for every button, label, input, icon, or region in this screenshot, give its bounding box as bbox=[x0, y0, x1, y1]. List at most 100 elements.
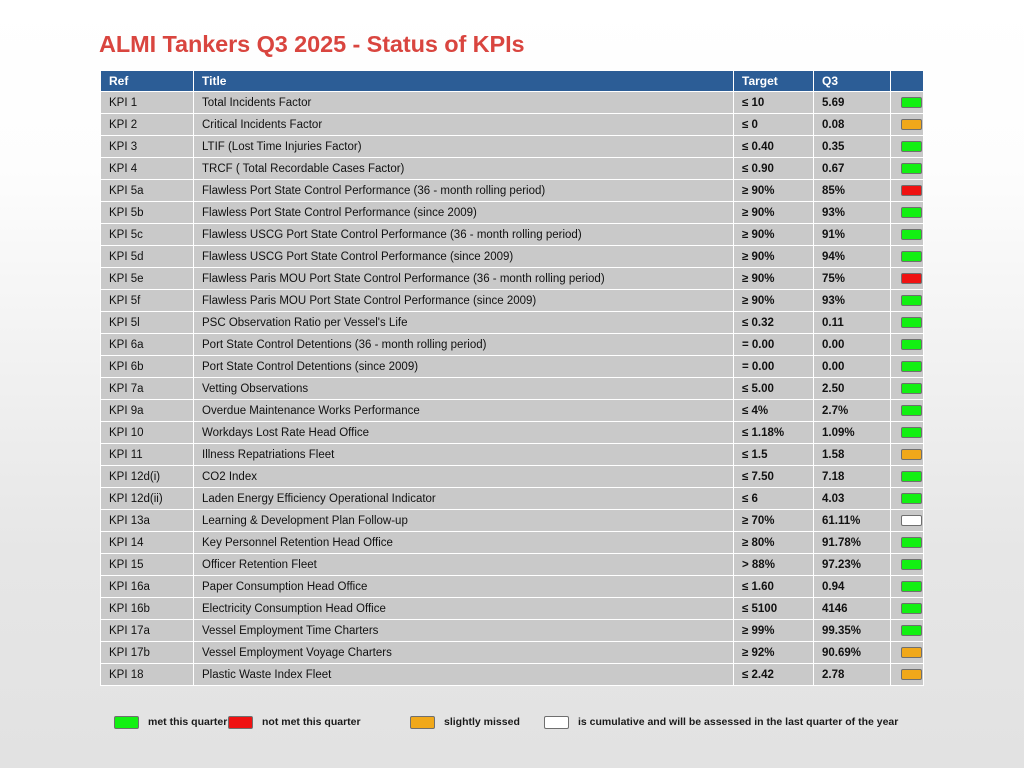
table-row[interactable]: KPI 5e Flawless Paris MOU Port State Cont… bbox=[101, 268, 923, 289]
cell-title: CO2 Index bbox=[194, 466, 733, 487]
table-row[interactable]: KPI 5d Flawless USCG Port State Control P… bbox=[101, 246, 923, 267]
table-row[interactable]: KPI 15 Officer Retention Fleet > 88% 97.23% bbox=[101, 554, 923, 575]
cell-ref: KPI 5b bbox=[101, 202, 193, 223]
cell-ref: KPI 16a bbox=[101, 576, 193, 597]
status-badge-green bbox=[900, 382, 922, 394]
cell-title: Electricity Consumption Head Office bbox=[194, 598, 733, 619]
cell-title: PSC Observation Ratio per Vessel's Life bbox=[194, 312, 733, 333]
legend-swatch-green bbox=[114, 715, 139, 729]
cell-ref: KPI 6a bbox=[101, 334, 193, 355]
page-title: ALMI Tankers Q3 2025 - Status of KPIs bbox=[99, 31, 525, 57]
table-row[interactable]: KPI 16a Paper Consumption Head Office ≤ 1.… bbox=[101, 576, 923, 597]
cell-title: Total Incidents Factor bbox=[194, 92, 733, 113]
legend: met this quarter not met this quarter slig… bbox=[100, 712, 930, 734]
status-badge-red bbox=[900, 272, 922, 284]
cell-status bbox=[891, 158, 923, 179]
table-row[interactable]: KPI 1 Total Incidents Factor ≤ 10 5.69 bbox=[101, 92, 923, 113]
cell-target: ≥ 80% bbox=[734, 532, 813, 553]
cell-title: Key Personnel Retention Head Office bbox=[194, 532, 733, 553]
column-header-q3[interactable]: Q3 bbox=[814, 71, 890, 91]
table-row[interactable]: KPI 11 Illness Repatriations Fleet ≤ 1.5 1.… bbox=[101, 444, 923, 465]
cell-target: ≤ 5100 bbox=[734, 598, 813, 619]
cell-status bbox=[891, 510, 923, 531]
cell-q3: 2.78 bbox=[814, 664, 890, 685]
cell-q3: 1.09% bbox=[814, 422, 890, 443]
cell-q3: 85% bbox=[814, 180, 890, 201]
table-row[interactable]: KPI 13a Learning & Development Plan Follo… bbox=[101, 510, 923, 531]
cell-title: Flawless Port State Control Performance … bbox=[194, 202, 733, 223]
cell-status bbox=[891, 466, 923, 487]
table-row[interactable]: KPI 12d(i) CO2 Index ≤ 7.50 7.18 bbox=[101, 466, 923, 487]
table-row[interactable]: KPI 17a Vessel Employment Time Charters ≥ … bbox=[101, 620, 923, 641]
cell-target: = 0.00 bbox=[734, 356, 813, 377]
cell-title: Workdays Lost Rate Head Office bbox=[194, 422, 733, 443]
cell-target: ≤ 6 bbox=[734, 488, 813, 509]
status-badge-green bbox=[900, 558, 922, 570]
cell-q3: 93% bbox=[814, 290, 890, 311]
table-row[interactable]: KPI 5c Flawless USCG Port State Control P… bbox=[101, 224, 923, 245]
table-row[interactable]: KPI 16b Electricity Consumption Head Offi… bbox=[101, 598, 923, 619]
table-row[interactable]: KPI 4 TRCF ( Total Recordable Cases Facto… bbox=[101, 158, 923, 179]
table-row[interactable]: KPI 2 Critical Incidents Factor ≤ 0 0.08 bbox=[101, 114, 923, 135]
legend-item-green: met this quarter bbox=[114, 712, 227, 732]
status-badge-amber bbox=[900, 668, 922, 680]
cell-target: ≥ 90% bbox=[734, 246, 813, 267]
column-header-target[interactable]: Target bbox=[734, 71, 813, 91]
table-row[interactable]: KPI 7a Vetting Observations ≤ 5.00 2.50 bbox=[101, 378, 923, 399]
cell-q3: 61.11% bbox=[814, 510, 890, 531]
table-header-row: Ref Title Target Q3 bbox=[101, 71, 923, 91]
cell-target: ≥ 70% bbox=[734, 510, 813, 531]
cell-ref: KPI 5e bbox=[101, 268, 193, 289]
cell-title: Port State Control Detentions (since 200… bbox=[194, 356, 733, 377]
table-row[interactable]: KPI 5l PSC Observation Ratio per Vessel's… bbox=[101, 312, 923, 333]
cell-target: ≥ 90% bbox=[734, 290, 813, 311]
cell-title: Overdue Maintenance Works Performance bbox=[194, 400, 733, 421]
table-row[interactable]: KPI 6a Port State Control Detentions (36 … bbox=[101, 334, 923, 355]
status-badge-green bbox=[900, 96, 922, 108]
column-header-ref[interactable]: Ref bbox=[101, 71, 193, 91]
cell-target: ≥ 90% bbox=[734, 180, 813, 201]
column-header-status[interactable] bbox=[891, 71, 923, 91]
cell-q3: 5.69 bbox=[814, 92, 890, 113]
cell-title: Illness Repatriations Fleet bbox=[194, 444, 733, 465]
table-row[interactable]: KPI 12d(ii) Laden Energy Efficiency Opera… bbox=[101, 488, 923, 509]
cell-status bbox=[891, 202, 923, 223]
cell-target: ≥ 90% bbox=[734, 202, 813, 223]
cell-status bbox=[891, 268, 923, 289]
status-badge-green bbox=[900, 470, 922, 482]
table-row[interactable]: KPI 6b Port State Control Detentions (sin… bbox=[101, 356, 923, 377]
table-row[interactable]: KPI 5b Flawless Port State Control Perfor… bbox=[101, 202, 923, 223]
legend-label: met this quarter bbox=[148, 716, 228, 728]
cell-status bbox=[891, 532, 923, 553]
cell-title: Vessel Employment Voyage Charters bbox=[194, 642, 733, 663]
cell-title: Learning & Development Plan Follow-up bbox=[194, 510, 733, 531]
table-row[interactable]: KPI 10 Workdays Lost Rate Head Office ≤ 1.… bbox=[101, 422, 923, 443]
cell-ref: KPI 14 bbox=[101, 532, 193, 553]
cell-target: ≤ 4% bbox=[734, 400, 813, 421]
cell-ref: KPI 5d bbox=[101, 246, 193, 267]
cell-target: ≤ 0 bbox=[734, 114, 813, 135]
table-row[interactable]: KPI 5f Flawless Paris MOU Port State Cont… bbox=[101, 290, 923, 311]
status-badge-green bbox=[900, 536, 922, 548]
table-row[interactable]: KPI 9a Overdue Maintenance Works Performa… bbox=[101, 400, 923, 421]
table-row[interactable]: KPI 18 Plastic Waste Index Fleet ≤ 2.42 2.7… bbox=[101, 664, 923, 685]
table-row[interactable]: KPI 5a Flawless Port State Control Perfor… bbox=[101, 180, 923, 201]
cell-ref: KPI 5a bbox=[101, 180, 193, 201]
column-header-title[interactable]: Title bbox=[194, 71, 733, 91]
table-row[interactable]: KPI 17b Vessel Employment Voyage Charters… bbox=[101, 642, 923, 663]
cell-status bbox=[891, 378, 923, 399]
cell-q3: 2.7% bbox=[814, 400, 890, 421]
legend-label: is cumulative and will be assessed in th… bbox=[578, 716, 899, 728]
cell-status bbox=[891, 620, 923, 641]
cell-q3: 0.00 bbox=[814, 356, 890, 377]
cell-q3: 4146 bbox=[814, 598, 890, 619]
cell-q3: 75% bbox=[814, 268, 890, 289]
table-row[interactable]: KPI 3 LTIF (Lost Time Injuries Factor) ≤ 0… bbox=[101, 136, 923, 157]
status-badge-green bbox=[900, 140, 922, 152]
cell-status bbox=[891, 246, 923, 267]
table-row[interactable]: KPI 14 Key Personnel Retention Head Offic… bbox=[101, 532, 923, 553]
status-badge-green bbox=[900, 492, 922, 504]
cell-status bbox=[891, 312, 923, 333]
kpi-table-body: KPI 1 Total Incidents Factor ≤ 10 5.69 KPI 2… bbox=[101, 92, 923, 685]
cell-ref: KPI 1 bbox=[101, 92, 193, 113]
